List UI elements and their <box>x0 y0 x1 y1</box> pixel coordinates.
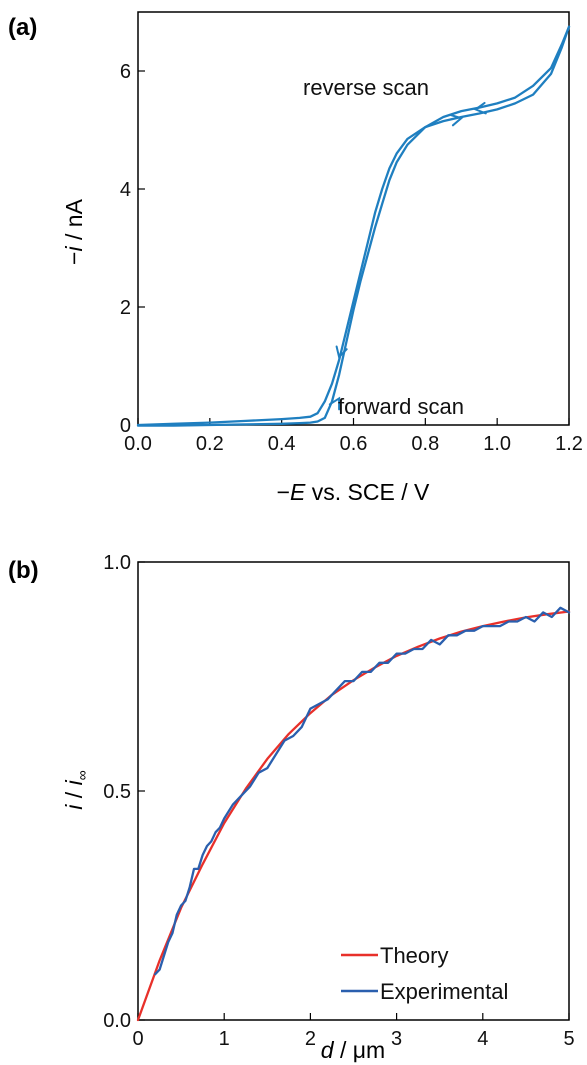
x-tick-label-b: 2 <box>305 1028 316 1050</box>
x-axis-title-b: d / μm <box>321 1037 385 1063</box>
y-tick-label-a: 6 <box>120 61 131 83</box>
ticks-b: 0 1 2 3 4 5 0.0 0.5 1.0 <box>103 552 574 1050</box>
x-tick-label-a: 1.0 <box>483 433 511 455</box>
series-line-a-forward <box>136 25 571 427</box>
x-tick-label-a: 0.8 <box>411 433 439 455</box>
y-tick-label-b: 1.0 <box>103 552 131 574</box>
plot-frame-b <box>137 561 570 1021</box>
scan-direction-arrow <box>335 345 348 360</box>
scan-direction-arrow <box>449 114 464 127</box>
x-tick-label-b: 1 <box>219 1028 230 1050</box>
x-tick-label-a: 1.2 <box>555 433 583 455</box>
annotation-reverse-scan: reverse scan <box>303 75 429 100</box>
curves-b <box>136 606 571 1022</box>
x-tick-label-b: 0 <box>132 1028 143 1050</box>
x-tick-label-a: 0.4 <box>268 433 296 455</box>
y-axis-title-b: i / i∞ <box>61 770 90 809</box>
x-tick-label-b: 4 <box>477 1028 488 1050</box>
x-tick-label-a: 0.2 <box>196 433 224 455</box>
legend-label-experimental: Experimental <box>380 979 508 1004</box>
x-tick-label-b: 3 <box>391 1028 402 1050</box>
legend-label-theory: Theory <box>380 943 448 968</box>
curves-a <box>136 25 571 427</box>
y-tick-label-b: 0.5 <box>103 781 131 803</box>
series-line-a-reverse <box>136 25 571 427</box>
y-tick-label-a: 2 <box>120 297 131 319</box>
y-tick-label-a: 0 <box>120 415 131 437</box>
series-line-b-experimental <box>154 606 571 976</box>
x-tick-label-a: 0.0 <box>124 433 152 455</box>
y-axis-title-a: −i / nA <box>61 198 87 265</box>
y-tick-label-a: 4 <box>120 179 131 201</box>
annotation-forward-scan: forward scan <box>338 394 464 419</box>
series-line-b-theory <box>136 610 571 1022</box>
scan-direction-arrow <box>473 101 487 115</box>
legend: Theory Experimental <box>341 943 508 1004</box>
ticks-a: 0.0 0.2 0.4 0.6 0.8 1.0 1.2 0 2 4 6 <box>120 61 583 455</box>
scan-direction-arrow <box>328 396 341 411</box>
x-tick-label-a: 0.6 <box>340 433 368 455</box>
x-axis-title-a: −E vs. SCE / V <box>277 479 430 505</box>
x-tick-label-b: 5 <box>563 1028 574 1050</box>
panel-label-b: (b) <box>8 557 39 584</box>
y-tick-label-b: 0.0 <box>103 1010 131 1032</box>
panel-label-a: (a) <box>8 14 37 41</box>
plot-frame-a <box>137 11 570 426</box>
